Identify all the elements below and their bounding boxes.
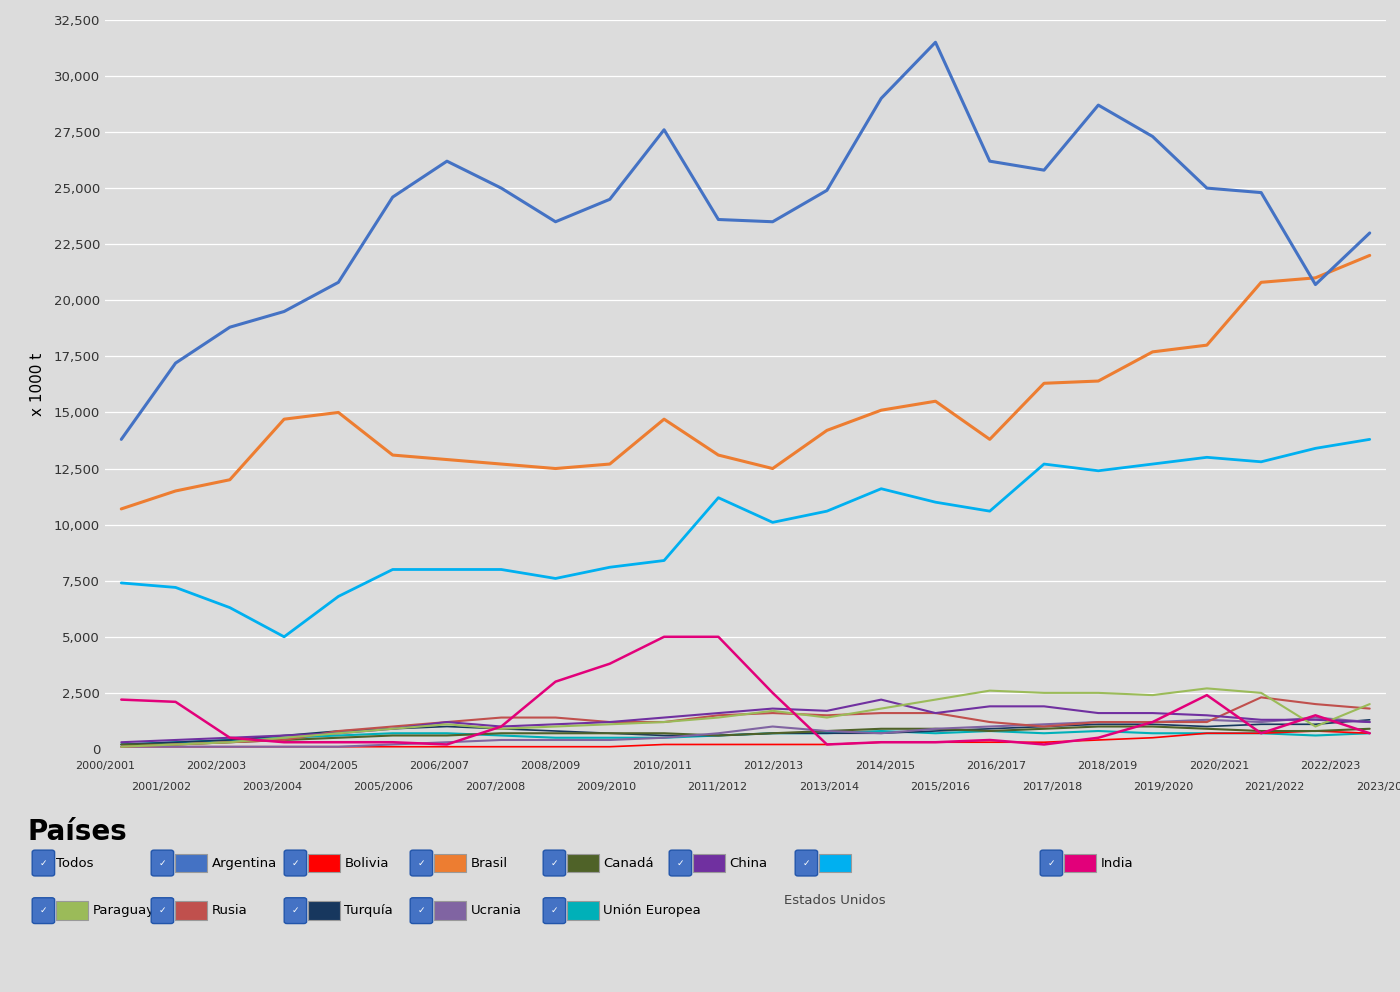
Text: Paraguay: Paraguay (92, 904, 154, 918)
Text: 2013/2014: 2013/2014 (799, 782, 860, 792)
Text: Todos: Todos (56, 856, 94, 870)
Text: 2016/2017: 2016/2017 (966, 761, 1026, 771)
Text: 2015/2016: 2015/2016 (910, 782, 970, 792)
Text: 2022/2023: 2022/2023 (1301, 761, 1361, 771)
Text: Unión Europea: Unión Europea (603, 904, 701, 918)
Text: 2002/2003: 2002/2003 (186, 761, 246, 771)
Text: 2009/2010: 2009/2010 (577, 782, 637, 792)
Text: 2012/2013: 2012/2013 (743, 761, 804, 771)
Text: ✓: ✓ (39, 906, 48, 916)
Text: 2000/2001: 2000/2001 (76, 761, 134, 771)
Text: ✓: ✓ (676, 858, 685, 868)
Text: 2018/2019: 2018/2019 (1078, 761, 1138, 771)
Text: India: India (1100, 856, 1133, 870)
Text: 2001/2002: 2001/2002 (130, 782, 190, 792)
Text: 2014/2015: 2014/2015 (854, 761, 914, 771)
Text: 2010/2011: 2010/2011 (631, 761, 692, 771)
Text: 2008/2009: 2008/2009 (521, 761, 581, 771)
Text: Estados Unidos: Estados Unidos (784, 895, 886, 908)
Text: Brasil: Brasil (470, 856, 508, 870)
Text: Países: Países (28, 818, 127, 846)
Text: 2021/2022: 2021/2022 (1245, 782, 1305, 792)
Text: 2003/2004: 2003/2004 (242, 782, 302, 792)
Text: ✓: ✓ (291, 858, 300, 868)
Text: Turquía: Turquía (344, 904, 393, 918)
Text: China: China (729, 856, 767, 870)
Text: Argentina: Argentina (211, 856, 277, 870)
Text: ✓: ✓ (802, 858, 811, 868)
Text: Rusia: Rusia (211, 904, 248, 918)
Text: 2011/2012: 2011/2012 (687, 782, 748, 792)
Text: 2023/2024: 2023/2024 (1355, 782, 1400, 792)
Text: ✓: ✓ (158, 906, 167, 916)
Text: 2004/2005: 2004/2005 (298, 761, 358, 771)
Text: ✓: ✓ (550, 858, 559, 868)
Text: 2005/2006: 2005/2006 (353, 782, 413, 792)
Text: Canadá: Canadá (603, 856, 654, 870)
Text: ✓: ✓ (291, 906, 300, 916)
Text: Ucrania: Ucrania (470, 904, 521, 918)
Text: 2006/2007: 2006/2007 (409, 761, 469, 771)
Text: 2019/2020: 2019/2020 (1133, 782, 1193, 792)
Text: Bolivia: Bolivia (344, 856, 389, 870)
Y-axis label: x 1000 t: x 1000 t (31, 353, 45, 416)
Text: 2007/2008: 2007/2008 (465, 782, 525, 792)
Text: 2020/2021: 2020/2021 (1189, 761, 1249, 771)
Text: ✓: ✓ (39, 858, 48, 868)
Text: ✓: ✓ (417, 906, 426, 916)
Text: 2017/2018: 2017/2018 (1022, 782, 1082, 792)
Text: ✓: ✓ (158, 858, 167, 868)
Text: ✓: ✓ (1047, 858, 1056, 868)
Text: ✓: ✓ (550, 906, 559, 916)
Text: ✓: ✓ (417, 858, 426, 868)
